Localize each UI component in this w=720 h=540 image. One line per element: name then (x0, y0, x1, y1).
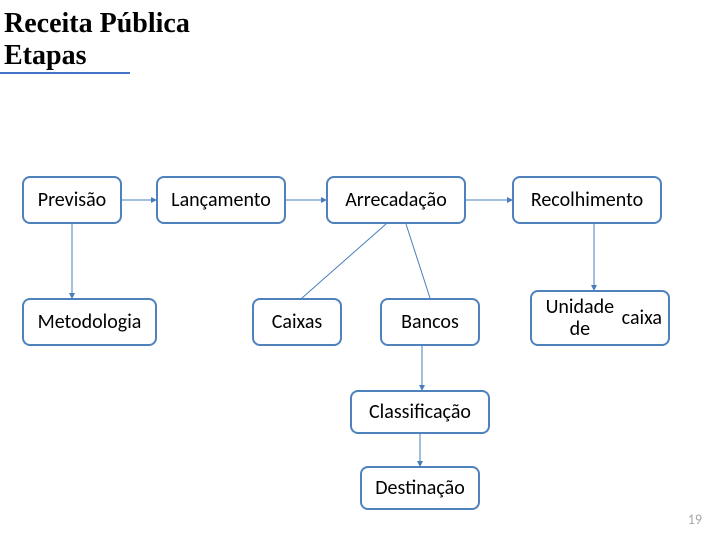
connectors-layer (0, 0, 720, 540)
node-bancos: Bancos (380, 298, 480, 346)
node-previsao: Previsão (22, 176, 122, 224)
node-lancamento: Lançamento (156, 176, 286, 224)
node-recolhimento: Recolhimento (512, 176, 662, 224)
node-classificacao: Classificação (350, 390, 490, 434)
edge-arrecadacao-bancos (406, 224, 430, 298)
page-number: 19 (688, 511, 702, 528)
node-destinacao: Destinação (360, 466, 480, 510)
title-line-2: Etapas (4, 40, 86, 71)
title-line-1: Receita Pública (4, 8, 190, 39)
node-arrecadacao: Arrecadação (326, 176, 466, 224)
node-metodologia: Metodologia (22, 298, 157, 346)
slide-title: Receita Pública Etapas (4, 8, 190, 72)
node-caixas: Caixas (252, 298, 342, 346)
edge-arrecadacao-caixas (302, 224, 386, 298)
node-unidade: Unidade decaixa (530, 290, 670, 346)
title-underline (0, 72, 130, 74)
